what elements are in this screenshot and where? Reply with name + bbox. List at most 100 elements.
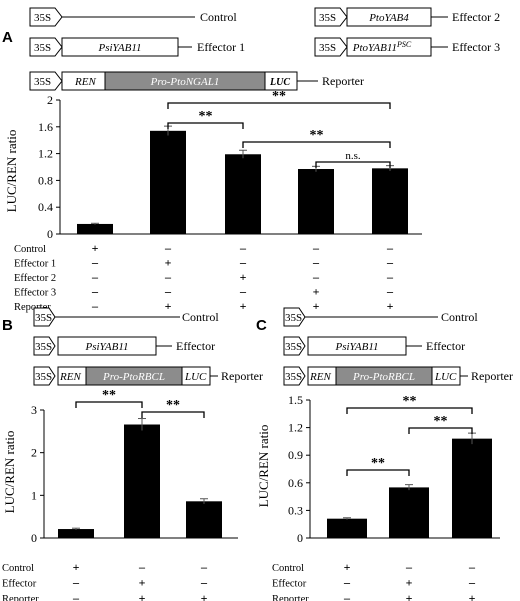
error-bar — [200, 498, 208, 504]
error-bar — [343, 517, 351, 520]
ren-label: REN — [74, 76, 96, 88]
condition-table: Control + – –Effector – + –Reporter – + + — [2, 560, 208, 601]
construct-effector-3-label: Effector 3 — [452, 40, 500, 54]
gene-label-ptoyab11: PtoYAB11PSC — [352, 40, 412, 54]
promoter-35s-arrow — [29, 71, 63, 91]
promoter-label: 35S — [34, 42, 51, 54]
bars — [327, 432, 492, 538]
construct-effector-3: 35S PtoYAB11PSC Effector 3 — [314, 37, 500, 57]
promoter-label: 35S — [285, 341, 302, 353]
minus-sign: – — [343, 591, 351, 601]
bar — [58, 529, 94, 538]
promoter-35s-arrow — [33, 336, 56, 356]
plus-sign: + — [139, 591, 146, 601]
minus-sign: – — [312, 256, 320, 270]
y-tick-label: 3 — [31, 403, 37, 417]
significance-label: n.s. — [345, 150, 361, 162]
promoter-label: 35S — [34, 12, 51, 24]
y-axis-label: LUC/REN ratio — [256, 425, 271, 508]
condition-label: Effector 2 — [14, 273, 56, 284]
promoter-35s-arrow — [29, 37, 63, 57]
significance-label: ** — [166, 398, 180, 413]
plus-sign: + — [344, 560, 351, 574]
construct-effector-b: 35S PsiYAB11 Effector — [33, 336, 215, 356]
y-tick-label: 1.2 — [38, 147, 53, 161]
y-ticks: 0 1 2 3 — [31, 403, 44, 545]
bar — [452, 438, 492, 538]
minus-sign: – — [164, 241, 172, 255]
panel-label-c: C — [256, 317, 267, 334]
construct-reporter-c: 35S REN Pro-PtoRBCL LUC Reporter — [283, 366, 513, 386]
plus-sign: + — [73, 560, 80, 574]
significance-brackets: ** ** ** — [346, 394, 473, 476]
minus-sign: – — [386, 270, 394, 284]
significance-bracket: n.s. — [315, 150, 391, 168]
y-tick-label: 0 — [47, 227, 53, 241]
minus-sign: – — [239, 241, 247, 255]
chart-a: LUC/REN ratio 00.40.81.21.62 ******n.s. … — [4, 89, 422, 313]
promoter-35s-arrow — [283, 336, 306, 356]
ren-label: REN — [309, 371, 331, 383]
minus-sign: – — [91, 270, 99, 284]
condition-label: Control — [2, 563, 34, 574]
panel-label-b: B — [2, 317, 13, 334]
bar — [327, 518, 367, 538]
promoter-label: 35S — [35, 371, 52, 383]
significance-bracket: ** — [167, 89, 391, 109]
bars — [58, 418, 222, 538]
significance-bracket: ** — [167, 109, 244, 129]
condition-label: Effector — [2, 579, 37, 590]
construct-control-label: Control — [200, 10, 237, 24]
y-tick-label: 0.6 — [288, 476, 303, 490]
minus-sign: – — [91, 285, 99, 299]
construct-reporter-label: Reporter — [471, 369, 513, 383]
minus-sign: – — [386, 285, 394, 299]
condition-table: Control + – – – –Effector 1– + – – –Effector 2– – +… — [14, 241, 394, 313]
condition-label: Reporter — [2, 594, 39, 601]
pro-ngal1-label: Pro-PtoNGAL1 — [150, 76, 220, 88]
significance-bracket: ** — [242, 128, 391, 148]
minus-sign: – — [164, 285, 172, 299]
plus-sign: + — [165, 299, 172, 313]
error-bar — [72, 527, 80, 530]
promoter-label: 35S — [35, 312, 52, 324]
significance-brackets: ** ** — [75, 388, 205, 418]
significance-label: ** — [102, 388, 116, 403]
y-tick-label: 0.3 — [288, 503, 303, 517]
minus-sign: – — [164, 270, 172, 284]
plus-sign: + — [313, 299, 320, 313]
minus-sign: – — [91, 256, 99, 270]
promoter-label: 35S — [319, 12, 336, 24]
bar — [150, 130, 186, 234]
y-axis-label: LUC/REN ratio — [2, 431, 17, 514]
promoter-35s-arrow — [29, 7, 63, 27]
promoter-gray-box — [335, 366, 433, 386]
promoter-label: 35S — [319, 42, 336, 54]
condition-label: Control — [14, 244, 46, 255]
plus-sign: + — [240, 299, 247, 313]
luc-label: LUC — [184, 371, 207, 383]
minus-sign: – — [200, 576, 208, 590]
bar — [389, 487, 429, 538]
error-bar — [91, 222, 99, 225]
pro-rbcl-label: Pro-PtoRBCL — [102, 371, 165, 383]
panel-a: A 35S Control 35S PsiYAB11 Effector 1 35… — [2, 7, 500, 313]
significance-bracket: ** — [141, 398, 205, 418]
construct-effector-c: 35S PsiYAB11 Effector — [283, 336, 465, 356]
error-bar — [405, 484, 413, 491]
gene-label: PsiYAB11 — [97, 42, 141, 54]
y-axis-label: LUC/REN ratio — [4, 130, 19, 213]
promoter-35s-arrow — [33, 307, 56, 327]
condition-label: Reporter — [272, 594, 309, 601]
construct-effector-label: Effector — [176, 339, 215, 353]
panel-c: C 35S Control 35S PsiYAB11 Effector 35S … — [256, 307, 513, 601]
y-tick-label: 0.8 — [38, 173, 53, 187]
y-tick-label: 1 — [31, 488, 37, 502]
plus-sign: + — [469, 591, 476, 601]
construct-effector-2: 35S PtoYAB4 Effector 2 — [314, 7, 500, 27]
condition-label: Effector 3 — [14, 288, 56, 299]
plus-sign: + — [313, 285, 320, 299]
construct-effector-1-label: Effector 1 — [197, 40, 245, 54]
plus-sign: + — [139, 576, 146, 590]
minus-sign: – — [239, 256, 247, 270]
